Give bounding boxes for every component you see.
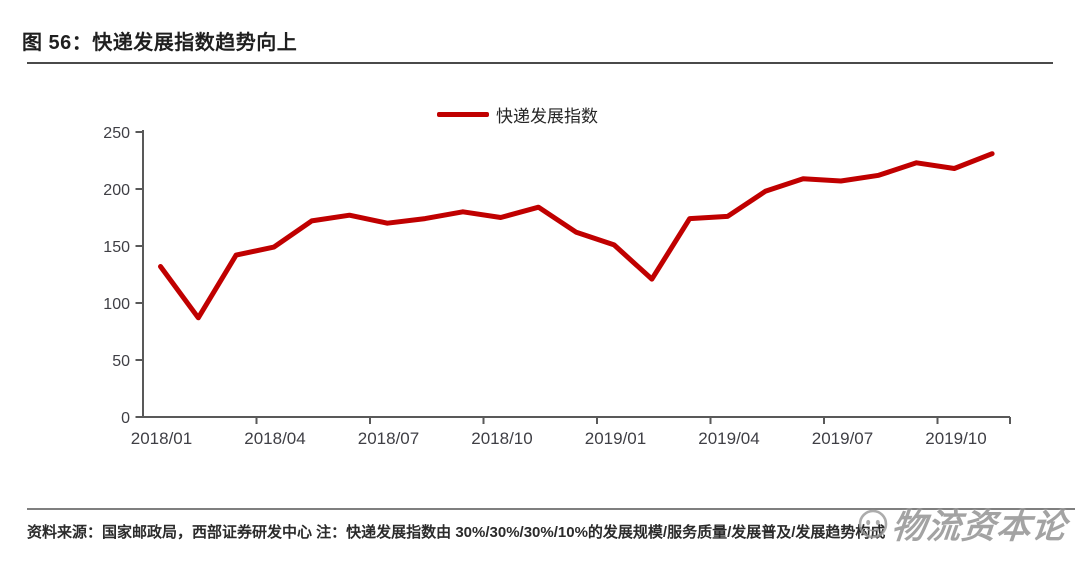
source-note: 资料来源：国家邮政局，西部证券研发中心 注：快递发展指数由 30%/30%/30…	[27, 524, 886, 541]
y-tick-label: 150	[103, 239, 130, 256]
series-line	[158, 151, 995, 321]
y-tick-label: 50	[112, 353, 130, 370]
x-tick-label: 2019/04	[698, 429, 759, 448]
legend-label: 快递发展指数	[496, 107, 598, 126]
figure-title: 图 56：快递发展指数趋势向上	[22, 32, 298, 54]
x-tick-label: 2019/10	[925, 429, 986, 448]
axis-tick-marks	[135, 131, 1011, 424]
y-tick-label: 250	[103, 125, 130, 142]
bottom-divider	[27, 508, 1075, 510]
x-tick-label: 2018/01	[131, 429, 192, 448]
top-divider	[27, 62, 1053, 64]
x-tick-label: 2019/07	[812, 429, 873, 448]
axis-tick-labels: 0 50 100 150 200 250 2018/01 2018/04 2018/07 2018…	[103, 125, 986, 448]
x-tick-label: 2018/07	[358, 429, 419, 448]
x-tick-label: 2019/01	[585, 429, 646, 448]
y-tick-label: 200	[103, 182, 130, 199]
x-tick-label: 2018/10	[471, 429, 532, 448]
legend-line-swatch	[437, 112, 489, 117]
chart-legend: 快递发展指数	[437, 102, 598, 127]
y-tick-label: 100	[103, 296, 130, 313]
x-tick-label: 2018/04	[244, 429, 305, 448]
y-tick-label: 0	[121, 410, 130, 427]
